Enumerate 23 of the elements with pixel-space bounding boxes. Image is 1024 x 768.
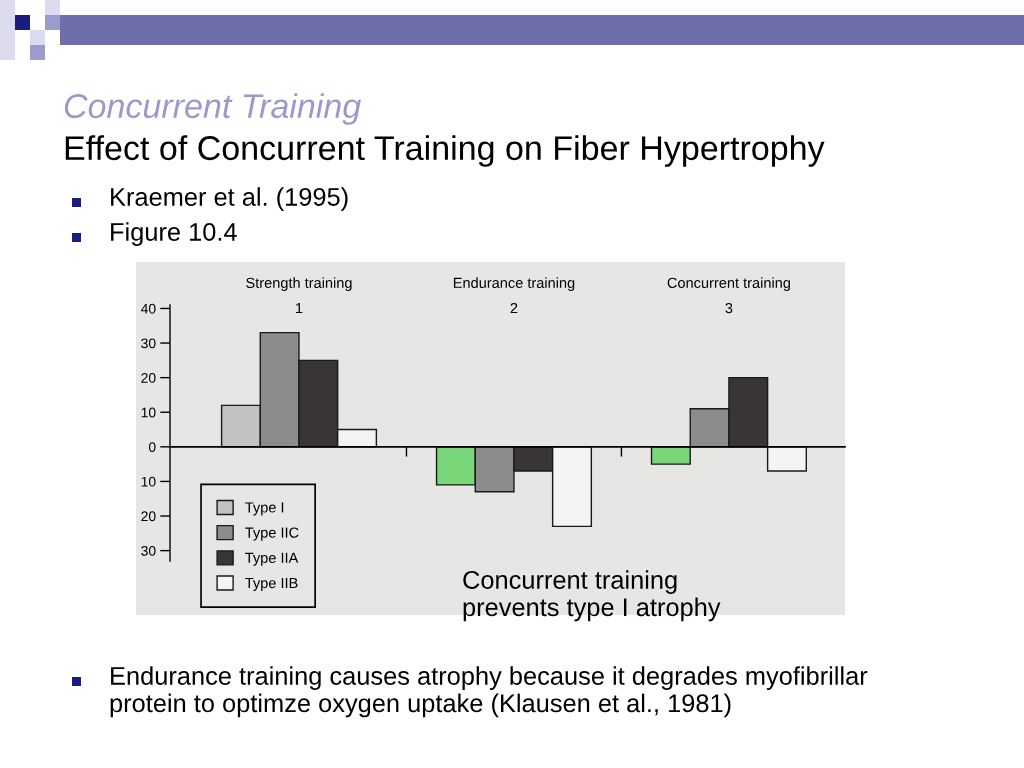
legend-label: Type IIB	[245, 577, 298, 592]
legend-label: Type IIA	[245, 552, 299, 566]
y-tick-label: 10	[141, 476, 156, 487]
legend-label: Type IIC	[245, 527, 299, 541]
chart-subtitle: Effect of Concurrent Training on Fiber Hypertrophy	[65, 135, 825, 167]
chart-title: Concurrent Training	[64, 93, 361, 125]
text: Endurance training causes atrophy because it degrades myofibrillar protein to optimze oxygen uptake (Klausen et al., 1981)	[110, 666, 868, 718]
x-tick-label: Endurance training 2	[453, 277, 575, 314]
y-tick-label: 30	[141, 338, 156, 349]
y-tick-label: 20	[141, 511, 156, 522]
bar	[766, 446, 808, 472]
text: Kraemer et al. (1995)	[111, 187, 348, 211]
x-tick-label: Strength training 1	[246, 277, 352, 314]
x-tick-label: Concurrent training 3	[667, 277, 790, 314]
y-tick-label: 0	[148, 442, 156, 453]
text: Concurrent training prevents type I atrophy	[463, 570, 721, 622]
y-tick-label: 10	[141, 407, 156, 418]
y-tick-label: 40	[140, 303, 156, 314]
y-tick-label: 20	[141, 372, 156, 383]
legend-label: Type I	[245, 502, 284, 516]
bar	[650, 446, 691, 465]
y-tick-label: 30	[141, 545, 156, 556]
caption: Figure 10.4	[111, 222, 237, 246]
